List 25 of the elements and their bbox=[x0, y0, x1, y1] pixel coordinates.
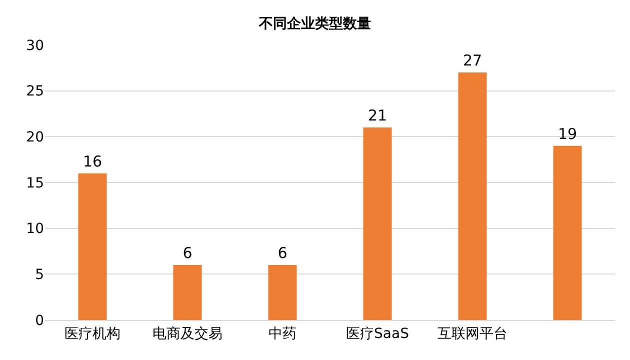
y-tick-label: 15 bbox=[26, 175, 44, 192]
chart-title: 不同企业类型数量 bbox=[258, 16, 371, 32]
x-tick-label: 医疗机构 bbox=[64, 326, 120, 342]
data-label: 21 bbox=[368, 106, 388, 124]
x-tick-label: 医疗SaaS bbox=[346, 326, 410, 342]
y-tick-label: 10 bbox=[26, 221, 44, 238]
data-label: 16 bbox=[82, 152, 102, 170]
bar bbox=[458, 72, 487, 320]
y-tick-label: 5 bbox=[35, 267, 44, 284]
bar bbox=[363, 128, 392, 320]
y-tick-label: 30 bbox=[26, 38, 44, 54]
y-tick-label: 0 bbox=[35, 312, 44, 329]
data-label: 6 bbox=[278, 244, 288, 262]
data-label: 27 bbox=[462, 52, 482, 70]
bar bbox=[173, 265, 202, 320]
data-label: 6 bbox=[182, 244, 192, 262]
x-tick-label: 中药 bbox=[268, 326, 296, 342]
y-tick-label: 20 bbox=[26, 130, 44, 146]
bar bbox=[553, 146, 582, 320]
x-tick-label: 电商及交易 bbox=[152, 326, 222, 342]
x-tick-label: 互联网平台 bbox=[438, 326, 508, 342]
bar bbox=[78, 173, 107, 320]
bar bbox=[268, 265, 297, 320]
y-tick-label: 25 bbox=[26, 84, 44, 100]
data-label: 19 bbox=[558, 124, 578, 143]
